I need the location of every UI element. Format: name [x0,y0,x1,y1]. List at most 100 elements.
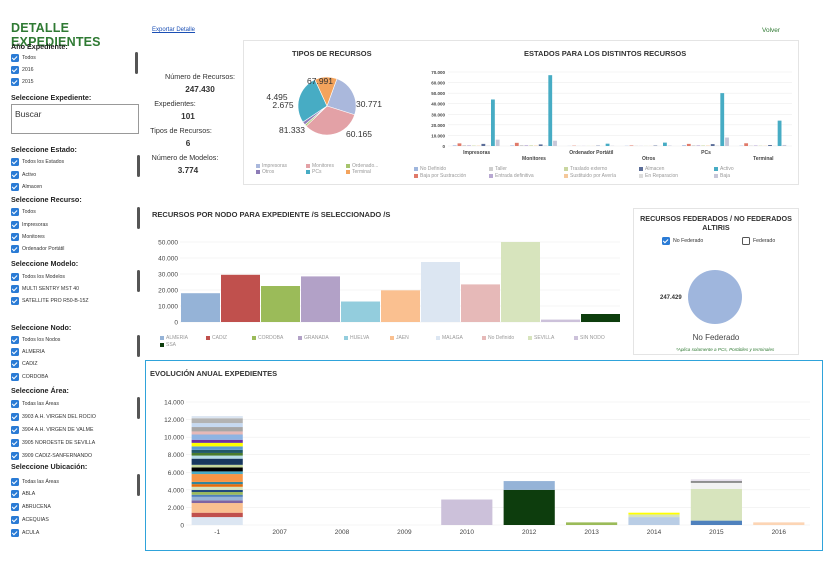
checkbox-icon[interactable] [11,54,19,62]
legend-item-2[interactable]: CORDOBA [252,335,283,341]
area-scrollbar[interactable] [137,397,140,419]
legend-item-9[interactable]: Baja [714,173,730,179]
legend-item-2[interactable]: Taller [489,166,507,172]
checkbox-modelo-mst40[interactable]: MULTI SENTRY MST 40 [11,284,79,294]
checkbox-icon[interactable] [11,297,19,305]
legend-item-8[interactable]: Activo [714,166,734,172]
legend-item-5[interactable]: Sustituido por Avería [564,173,616,179]
legend-item-1[interactable]: CADIZ [206,335,227,341]
checkbox-federado[interactable]: Federado [742,236,775,246]
checkbox-icon[interactable] [11,183,19,191]
checkbox-icon[interactable] [11,452,19,460]
checkbox-icon[interactable] [11,285,19,293]
legend-item-1[interactable]: Baja por Sustracción [414,173,466,179]
legend-item-6[interactable]: MALAGA [436,335,463,341]
checkbox-icon[interactable] [11,516,19,524]
checkbox-recurso-portatil[interactable]: Ordenador Portátil [11,244,64,254]
checkbox-nodo-cordoba[interactable]: CORDOBA [11,372,48,382]
estados-recursos-bar-chart: 0 10.000 20.000 30.000 40.000 50.000 60.000 70.… [431,70,792,162]
checkbox-ubicacion-abla[interactable]: ABLA [11,489,35,499]
checkbox-ubicacion-acequias[interactable]: ACEQUIAS [11,515,49,525]
legend-item-4[interactable]: HUELVA [344,335,369,341]
expediente-search-input[interactable]: Buscar [11,104,139,134]
checkbox-icon[interactable] [11,273,19,281]
bar-segment [191,439,243,443]
checkbox-recurso-monitores[interactable]: Monitores [11,232,45,242]
checkbox-icon[interactable] [662,237,670,245]
legend-item-3[interactable]: GRANADA [298,335,329,341]
checkbox-area-3903[interactable]: 3903 A.H. VIRGEN DEL ROCIO [11,412,96,422]
modelo-scrollbar[interactable] [137,270,140,292]
legend-item-0[interactable]: No Definido [414,166,446,172]
checkbox-icon[interactable] [11,503,19,511]
recurso-scrollbar[interactable] [137,207,140,229]
legend-item-0[interactable]: Impresoras [256,163,287,169]
checkbox-area-3905[interactable]: 3905 NOROESTE DE SEVILLA [11,438,95,448]
checkbox-icon[interactable] [11,78,19,86]
bar-almacen [710,144,715,146]
bar-almacen [538,144,543,146]
checkbox-estado-activo[interactable]: Activo [11,170,36,180]
legend-item-5[interactable]: JAEN [390,335,409,341]
checkbox-icon[interactable] [11,478,19,486]
checkbox-icon[interactable] [11,233,19,241]
checkbox-icon[interactable] [11,360,19,368]
checkbox-ubicacion-todas[interactable]: Todas las Áreas [11,477,59,487]
checkbox-icon[interactable] [11,413,19,421]
checkbox-modelo-todos[interactable]: Todos los Modelos [11,272,65,282]
anio-scrollbar[interactable] [135,52,138,74]
y-tick-label: 10.000 [431,133,445,138]
checkbox-anio-2015[interactable]: 2015 [11,77,34,87]
checkbox-icon[interactable] [11,400,19,408]
estado-scrollbar[interactable] [137,155,140,177]
checkbox-anio-2016[interactable]: 2016 [11,65,34,75]
legend-item-10[interactable]: SSA [160,342,176,348]
checkbox-icon[interactable] [11,66,19,74]
checkbox-icon[interactable] [11,529,19,537]
checkbox-anio-todos[interactable]: Todos [11,53,36,63]
checkbox-recurso-impresoras[interactable]: Impresoras [11,220,48,230]
legend-item-1[interactable]: Monitores [306,163,334,169]
legend-item-3[interactable]: Otros [256,169,274,175]
checkbox-nodo-cadiz[interactable]: CADIZ [11,359,38,369]
checkbox-estado-todos[interactable]: Todos los Estados [11,157,64,167]
checkbox-icon[interactable] [11,171,19,179]
ubicacion-scrollbar[interactable] [137,474,140,496]
checkbox-icon[interactable] [11,348,19,356]
legend-item-6[interactable]: Almacen [639,166,664,172]
checkbox-icon[interactable] [11,490,19,498]
export-detail-link[interactable]: Exportar Detalle [152,27,196,33]
nodo-scrollbar[interactable] [137,335,140,357]
legend-item-2[interactable]: Ordenado... [346,163,378,169]
legend-item-8[interactable]: SEVILLA [528,335,554,341]
checkbox-area-todas[interactable]: Todas las Áreas [11,399,59,409]
legend-item-3[interactable]: Entrada definitiva [489,173,534,179]
checkbox-area-3909[interactable]: 3909 CADIZ-SANFERNANDO [11,451,92,461]
checkbox-nodo-almeria[interactable]: ALMERIA [11,347,45,357]
checkbox-estado-almacen[interactable]: Almacen [11,182,42,192]
checkbox-area-3904[interactable]: 3904 A.H. VIRGEN DE VALME [11,425,93,435]
checkbox-ubicacion-acula[interactable]: ACULA [11,528,39,538]
checkbox-icon[interactable] [11,336,19,344]
checkbox-icon[interactable] [11,245,19,253]
checkbox-icon[interactable] [11,158,19,166]
checkbox-no-federado[interactable]: No Federado [662,236,703,246]
checkbox-nodo-todos[interactable]: Todos los Nodos [11,335,60,345]
checkbox-ubicacion-abrucena[interactable]: ABRUCENA [11,502,51,512]
legend-item-7[interactable]: No Definido [482,335,514,341]
legend-item-4[interactable]: PCs [306,169,321,175]
checkbox-icon[interactable] [11,426,19,434]
legend-item-9[interactable]: SIN NODO [574,335,605,341]
legend-item-7[interactable]: En Reparacion [639,173,678,179]
checkbox-icon[interactable] [11,208,19,216]
checkbox-modelo-satellite[interactable]: SATELLITE PRO R50-B-15Z [11,296,89,306]
checkbox-icon[interactable] [11,221,19,229]
legend-item-5[interactable]: Terminal [346,169,371,175]
checkbox-icon[interactable] [742,237,750,245]
checkbox-icon[interactable] [11,439,19,447]
legend-item-4[interactable]: Traslado externo [564,166,607,172]
checkbox-recurso-todos[interactable]: Todos [11,207,36,217]
checkbox-icon[interactable] [11,373,19,381]
legend-item-0[interactable]: ALMERIA [160,335,188,341]
back-link[interactable]: Volver [762,27,781,34]
